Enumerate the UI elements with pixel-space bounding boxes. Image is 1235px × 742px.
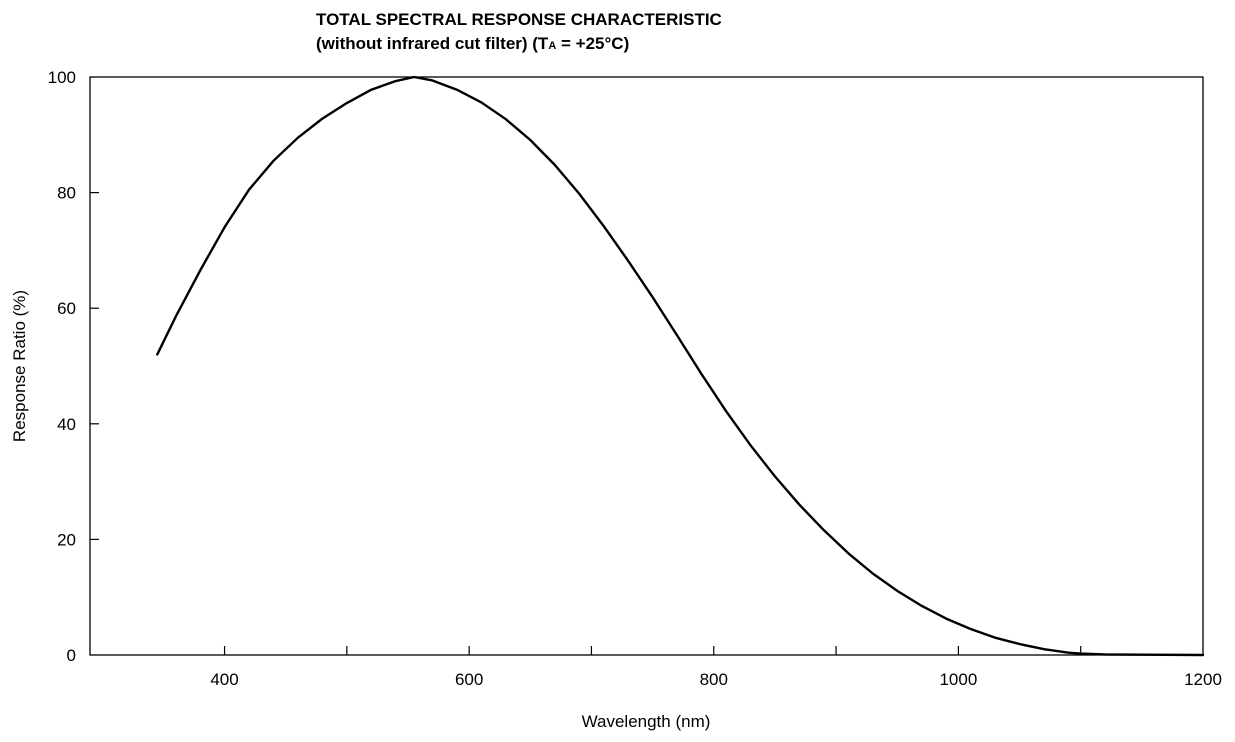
y-axis-label: Response Ratio (%): [10, 290, 29, 442]
response-curve: [156, 75, 1205, 657]
x-tick-label: 600: [455, 670, 483, 689]
y-tick-label: 80: [57, 184, 76, 203]
y-tick-label: 60: [57, 299, 76, 318]
x-tick-label: 400: [210, 670, 238, 689]
x-axis-ticks: 400 600 800 1000 1200: [210, 646, 1222, 689]
chart-title: TOTAL SPECTRAL RESPONSE CHARACTERISTIC (…: [316, 8, 722, 58]
y-tick-label: 40: [57, 415, 76, 434]
chart-title-line2: (without infrared cut filter) (TA = +25°…: [316, 32, 722, 58]
y-tick-label: 20: [57, 530, 76, 549]
plot-frame: [89, 76, 1204, 656]
x-axis-label: Wavelength (nm): [582, 712, 711, 731]
chart-title-line2-prefix: (without infrared cut filter) (T: [316, 34, 549, 53]
x-tick-label: 1200: [1184, 670, 1222, 689]
y-tick-label: 0: [67, 646, 76, 665]
chart-title-line1: TOTAL SPECTRAL RESPONSE CHARACTERISTIC: [316, 10, 722, 29]
y-tick-label: 100: [48, 68, 76, 87]
x-tick-label: 1000: [939, 670, 977, 689]
chart-title-subscript: A: [548, 40, 557, 52]
chart-title-line2-suffix: = +25°C): [556, 34, 630, 53]
y-axis-ticks: 0 20 40 60 80 100: [48, 68, 99, 665]
x-tick-label: 800: [700, 670, 728, 689]
